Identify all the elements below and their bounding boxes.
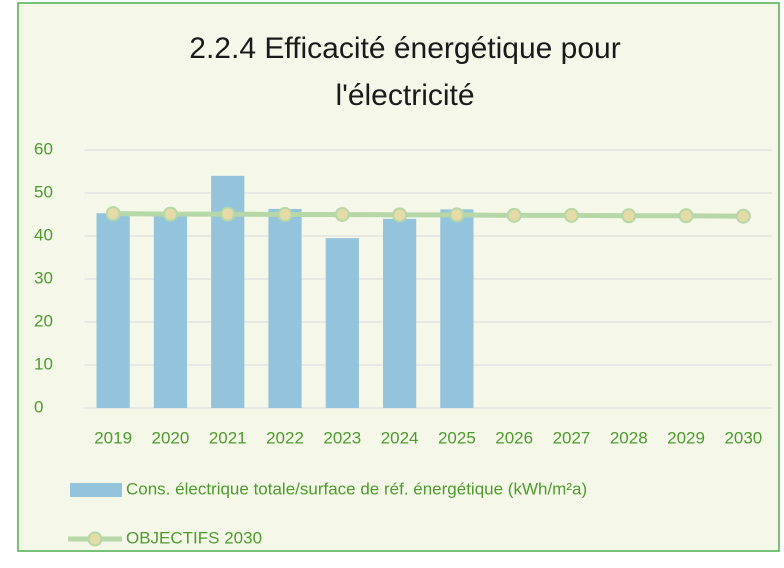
- line: [113, 211, 744, 219]
- chart-title: l'électricité: [335, 79, 474, 112]
- line-marker: [334, 207, 350, 222]
- legend-label: Cons. électrique totale/surface de réf. …: [126, 479, 587, 498]
- legend-marker: [87, 531, 103, 547]
- x-tick-label: 2029: [667, 428, 705, 447]
- bar: [153, 214, 188, 408]
- line-marker: [506, 207, 522, 223]
- y-tick-label: 10: [34, 354, 53, 373]
- line-marker: [735, 208, 751, 224]
- x-tick-label: 2024: [381, 428, 419, 447]
- legend-label: OBJECTIFS 2030: [126, 528, 262, 547]
- bar: [96, 213, 130, 408]
- bar: [382, 218, 417, 408]
- x-tick-label: 2020: [152, 428, 190, 447]
- bar: [325, 238, 359, 408]
- line-marker: [678, 208, 694, 224]
- x-tick-label: 2025: [438, 428, 476, 447]
- x-tick-label: 2022: [266, 428, 304, 447]
- x-tick-label: 2028: [610, 428, 648, 447]
- line-marker: [392, 207, 408, 223]
- y-tick-label: 50: [34, 182, 53, 201]
- x-tick-label: 2030: [724, 428, 762, 447]
- line-marker: [621, 208, 637, 224]
- line-marker: [563, 207, 579, 223]
- y-tick-label: 30: [34, 268, 53, 287]
- line-marker: [220, 206, 236, 222]
- y-tick-label: 60: [34, 139, 53, 158]
- x-tick-label: 2023: [323, 428, 361, 447]
- line-marker: [449, 207, 465, 223]
- y-tick-label: 40: [34, 225, 53, 244]
- bar: [440, 209, 474, 408]
- line-marker: [105, 206, 121, 222]
- x-tick-label: 2027: [553, 428, 591, 447]
- chart-title: 2.2.4 Efficacité énergétique pour: [189, 32, 620, 65]
- line-marker: [162, 206, 178, 222]
- line-marker: [277, 207, 293, 222]
- y-tick-label: 0: [34, 397, 43, 416]
- x-tick-label: 2021: [209, 428, 247, 447]
- x-tick-label: 2026: [495, 428, 533, 447]
- y-tick-label: 20: [34, 311, 53, 330]
- bar: [268, 208, 302, 408]
- legend-swatch: [70, 483, 122, 497]
- x-tick-label: 2019: [94, 428, 132, 447]
